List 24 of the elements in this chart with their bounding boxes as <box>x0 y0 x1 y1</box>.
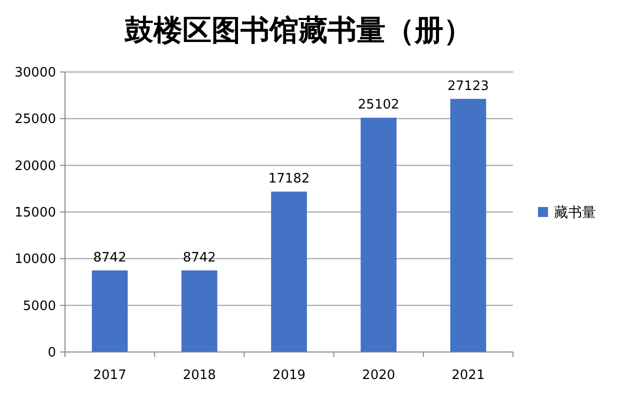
chart-title: 鼓楼区图书馆藏书量（册） <box>124 13 472 47</box>
data-label: 8742 <box>93 250 126 266</box>
bar <box>360 118 397 352</box>
y-tick-label: 30000 <box>14 66 56 81</box>
x-tick-label: 2020 <box>362 368 396 383</box>
x-tick-label: 2021 <box>452 368 485 383</box>
y-tick-label: 15000 <box>14 206 56 221</box>
bar <box>450 98 486 352</box>
y-tick-label: 25000 <box>14 112 56 128</box>
x-tick-label: 2017 <box>93 368 126 383</box>
bar <box>181 270 218 352</box>
legend-label: 藏书量 <box>554 204 596 221</box>
x-tick-label: 2018 <box>182 368 216 383</box>
bar <box>92 270 128 352</box>
data-label: 8742 <box>182 250 216 266</box>
data-label: 17182 <box>268 172 310 187</box>
y-tick-label: 10000 <box>14 252 56 268</box>
y-tick-label: 5000 <box>22 298 56 314</box>
y-tick-label: 20000 <box>14 158 56 174</box>
bar <box>271 192 307 352</box>
data-label: 27123 <box>448 78 489 94</box>
y-tick-label: 0 <box>48 346 56 361</box>
data-label: 25102 <box>358 98 400 113</box>
x-tick-label: 2019 <box>272 368 306 383</box>
